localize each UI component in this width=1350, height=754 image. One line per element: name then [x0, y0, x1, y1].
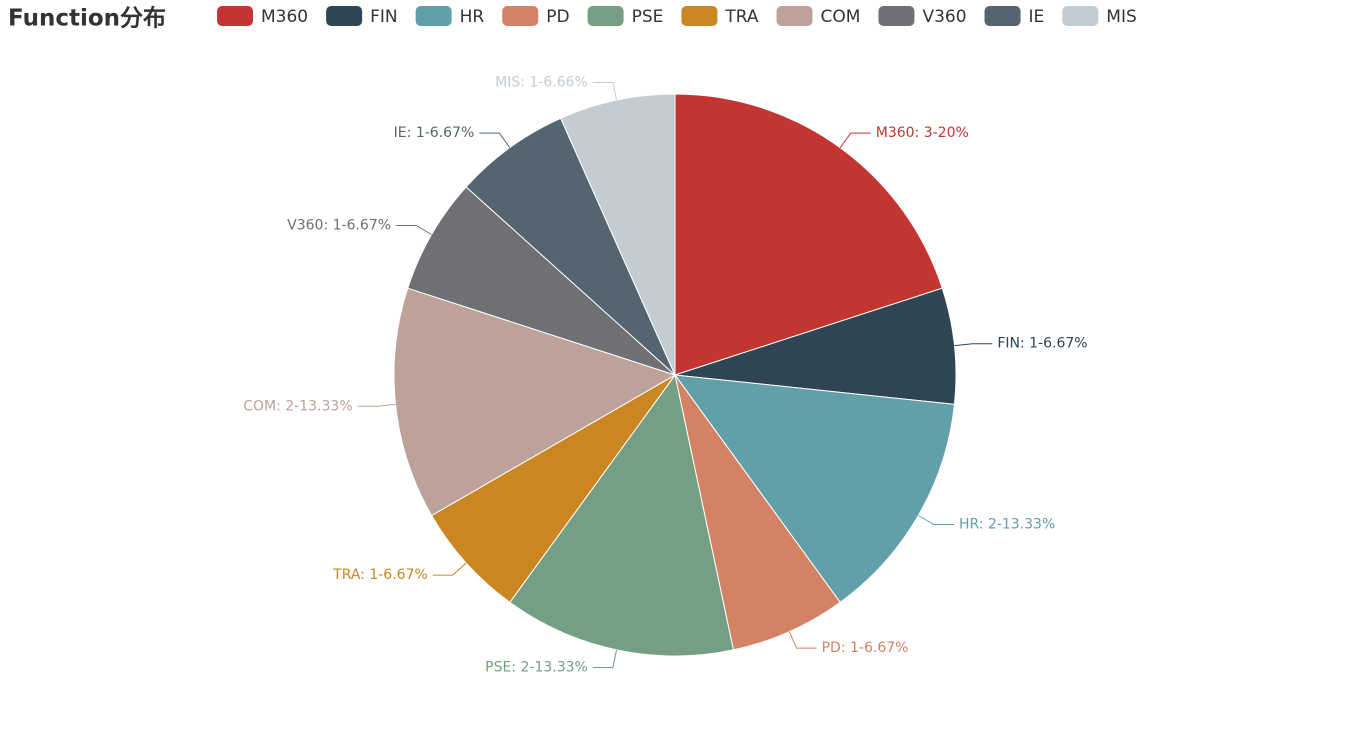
- slice-label: M360: 3-20%: [876, 125, 969, 141]
- legend-swatch[interactable]: [502, 6, 539, 26]
- pie-slice: [430, 374, 676, 604]
- label-line: [788, 631, 817, 649]
- legend-label[interactable]: MIS: [1106, 7, 1136, 27]
- legend-label[interactable]: IE: [1029, 7, 1045, 27]
- legend-label[interactable]: V360: [922, 7, 966, 27]
- legend-swatch[interactable]: [984, 6, 1021, 26]
- legend-swatch[interactable]: [326, 6, 363, 26]
- pie-slice: [509, 373, 735, 657]
- label-line: [839, 132, 871, 148]
- legend-swatch[interactable]: [415, 6, 452, 26]
- legend-label[interactable]: M360: [261, 7, 308, 27]
- legend-label[interactable]: PSE: [632, 7, 664, 27]
- pie-slice: [407, 186, 676, 376]
- legend-label[interactable]: FIN: [370, 7, 398, 27]
- pie-slice: [560, 93, 676, 376]
- slice-label: V360: 1-6.67%: [287, 218, 391, 234]
- slice-label: HR: 2-13.33%: [959, 517, 1055, 533]
- slice-label: PSE: 2-13.33%: [485, 659, 588, 675]
- label-line: [954, 343, 993, 347]
- pie-slice: [674, 374, 841, 651]
- label-line: [592, 649, 618, 668]
- label-line: [479, 132, 511, 148]
- pie-slice: [465, 117, 676, 376]
- label-line: [396, 225, 432, 235]
- legend-label[interactable]: PD: [546, 7, 569, 27]
- legend-swatch[interactable]: [587, 6, 624, 26]
- slice-label: FIN: 1-6.67%: [997, 336, 1087, 352]
- slice-label: COM: 2-13.33%: [243, 398, 352, 414]
- slice-label: PD: 1-6.67%: [822, 640, 909, 656]
- label-line: [592, 82, 618, 101]
- legend-label[interactable]: TRA: [724, 7, 759, 27]
- legend-swatch[interactable]: [776, 6, 813, 26]
- legend-swatch[interactable]: [1062, 6, 1099, 26]
- legend-swatch[interactable]: [878, 6, 915, 26]
- pie-slice: [393, 287, 677, 517]
- slice-label: TRA: 1-6.67%: [332, 567, 428, 583]
- label-line: [357, 403, 396, 407]
- legend-swatch[interactable]: [681, 6, 718, 26]
- pie-slice: [674, 287, 957, 405]
- slice-label: IE: 1-6.67%: [394, 125, 475, 141]
- pie-slice: [673, 374, 956, 604]
- legend-swatch[interactable]: [217, 6, 253, 26]
- legend-label[interactable]: COM: [821, 7, 861, 27]
- slice-label: MIS: 1-6.66%: [495, 75, 588, 91]
- label-line: [432, 562, 467, 576]
- label-line: [918, 515, 954, 525]
- chart-title: Function分布: [8, 5, 166, 32]
- legend-label[interactable]: HR: [460, 7, 485, 27]
